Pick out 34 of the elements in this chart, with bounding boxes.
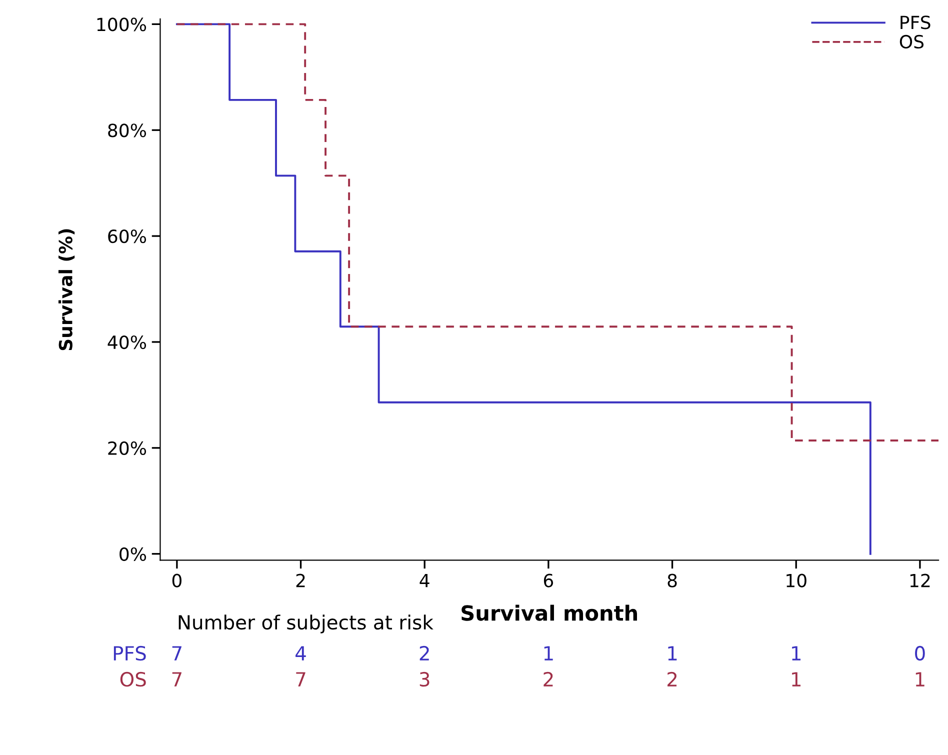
text: 1 — [544, 646, 553, 660]
y-tick-label: 100% — [97, 18, 146, 32]
y-tick-label: 60% — [108, 230, 146, 244]
legend-label: PFS — [900, 16, 930, 30]
text: 3 — [420, 672, 430, 687]
text: 7 — [172, 646, 182, 660]
y-tick-label: 20% — [108, 441, 146, 456]
y-tick-label: 80% — [108, 124, 146, 138]
x-tick-label: 6 — [544, 574, 554, 588]
text: 1 — [916, 672, 924, 686]
x-tick-label: 10 — [786, 574, 806, 588]
y-tick-label: 40% — [108, 335, 146, 350]
x-tick-label: 0 — [172, 574, 182, 588]
x-tick-label: 8 — [668, 574, 677, 588]
text: 4 — [296, 646, 306, 660]
text: 2 — [544, 672, 553, 686]
text: 2 — [420, 646, 429, 660]
text: 1 — [792, 646, 800, 660]
text: 2 — [668, 672, 677, 686]
text: 7 — [296, 672, 306, 686]
text: OS — [120, 672, 146, 687]
text: PFS — [114, 646, 146, 661]
legend-label: OS — [900, 34, 924, 49]
x-tick-label: 2 — [296, 574, 305, 588]
text: Number of subjects at risk — [178, 614, 434, 634]
text: 1 — [792, 672, 800, 686]
y-axis-title: Survival (%) — [58, 229, 75, 350]
text: 0 — [915, 646, 925, 661]
text: 1 — [668, 646, 677, 660]
x-axis-title: Survival month — [462, 604, 637, 621]
x-tick-label: 12 — [910, 574, 930, 588]
y-tick-label: 0% — [120, 547, 146, 561]
x-tick-label: 4 — [420, 574, 430, 588]
text: 7 — [172, 672, 182, 686]
